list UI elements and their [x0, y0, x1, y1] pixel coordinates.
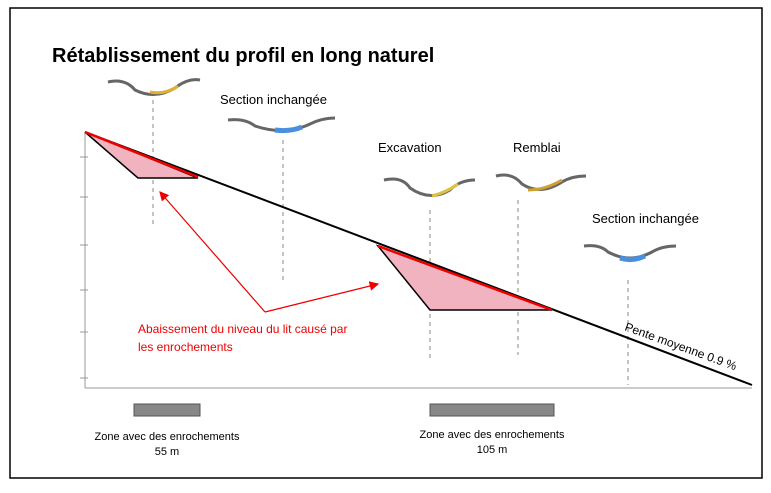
zone-length: 55 m: [155, 446, 179, 458]
annotation: Abaissement du niveau du lit causé par: [138, 322, 347, 336]
zone-bar: [134, 404, 200, 416]
zone-label: Zone avec des enrochements: [95, 431, 240, 443]
zone-bar: [430, 404, 554, 416]
section-label: Remblai: [513, 140, 561, 155]
section-label: Excavation: [378, 140, 442, 155]
section-label: Section inchangée: [592, 211, 699, 226]
title: Rétablissement du profil en long naturel: [52, 45, 434, 67]
frame: [10, 8, 762, 478]
annotation: les enrochements: [138, 340, 233, 354]
slide: Rétablissement du profil en long naturel: [0, 0, 771, 488]
section-label: Section inchangée: [220, 92, 327, 107]
zone-length: 105 m: [477, 444, 508, 456]
zone-label: Zone avec des enrochements: [420, 429, 565, 441]
